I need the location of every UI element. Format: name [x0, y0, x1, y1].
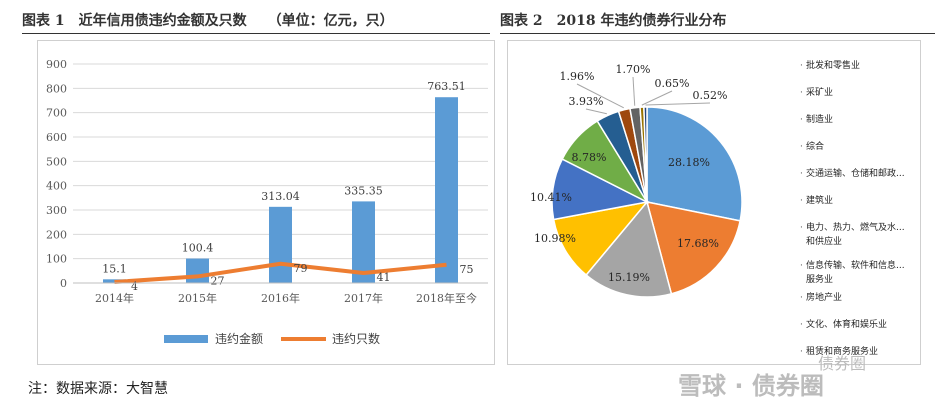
y-tick-label: 400 [46, 180, 67, 193]
bar [186, 258, 209, 283]
legend-bullet: · [800, 115, 803, 125]
legend-bullet: · [800, 347, 803, 357]
legend-label: 租赁和商务服务业 [806, 345, 878, 357]
bar-data-label: 15.1 [102, 262, 127, 275]
slice-data-label: 10.98% [534, 232, 576, 245]
y-tick-label: 700 [46, 107, 67, 120]
bar-data-label: 335.35 [344, 184, 383, 197]
legend-bullet: · [800, 169, 803, 179]
bar-line-chart: 0 100 200 300 400 500 600 700 800 900 15.1 2014年 100… [46, 58, 488, 346]
line-data-label: 79 [294, 262, 308, 275]
left-chart-caption: 图表 1 近年信用债违约金额及只数 （单位：亿元，只） [22, 13, 394, 29]
bar [352, 201, 375, 283]
legend-label: 违约金额 [215, 331, 263, 346]
legend-label: 交通运输、仓储和邮政... [806, 167, 905, 179]
legend-label: 综合 [806, 140, 824, 152]
legend-label: 文化、体育和娱乐业 [806, 318, 887, 330]
pie-slice [552, 200, 649, 277]
line-data-label: 41 [377, 271, 391, 284]
leader-line [645, 102, 711, 106]
left-caption-rule [22, 33, 490, 34]
leader-line [576, 83, 624, 109]
leader-line [641, 90, 673, 106]
line-data-label: 75 [460, 263, 474, 276]
watermark-top: 债券圈 [818, 354, 867, 373]
legend-label: 制造业 [806, 113, 833, 125]
legend-label: 服务业 [806, 273, 833, 285]
x-tick-label: 2016年 [261, 291, 300, 305]
slice-data-label: 0.65% [655, 77, 690, 90]
line-data-label: 27 [211, 274, 225, 287]
x-tick-label: 2018年至今 [416, 291, 477, 305]
y-tick-label: 600 [46, 131, 67, 144]
slice-data-label: 1.70% [616, 63, 651, 76]
x-tick-label: 2015年 [178, 291, 217, 305]
legend-swatch [164, 335, 208, 343]
bar-data-label: 100.4 [182, 242, 214, 255]
slice-data-label: 1.96% [560, 70, 595, 83]
pie-chart-panel: 28.18% 17.68% 15.19% 10.98% 10.41% 8.78% 3.93%… [507, 40, 921, 365]
legend-label: 信息传输、软件和信息... [806, 259, 905, 271]
legend-bullet: · [800, 88, 803, 98]
pie-slice [585, 200, 673, 298]
legend-bullet: · [800, 61, 803, 71]
legend-label: 建筑业 [806, 194, 833, 206]
leader-line [585, 108, 607, 115]
bar [269, 206, 292, 283]
slice-data-label: 10.41% [530, 191, 572, 204]
y-tick-label: 100 [46, 253, 67, 266]
source-footnote: 注：数据来源：大智慧 [28, 381, 168, 397]
legend-bullet: · [800, 320, 803, 330]
series-line [114, 261, 447, 285]
y-tick-label: 0 [60, 277, 67, 290]
slice-data-label: 17.68% [677, 237, 719, 250]
slice-data-label: 28.18% [668, 156, 710, 169]
x-tick-label: 2014年 [95, 291, 134, 305]
watermark-bottom: 雪球 · 债券圈 [678, 372, 824, 400]
bar-chart-panel: 0 100 200 300 400 500 600 700 800 900 15.1 2014年 100… [37, 40, 495, 365]
bar [435, 97, 458, 283]
legend-label: 批发和零售业 [806, 59, 860, 71]
y-tick-label: 900 [46, 58, 67, 71]
y-tick-label: 200 [46, 228, 67, 241]
legend-label: 电力、热力、燃气及水... [806, 221, 905, 233]
legend-bullet: · [800, 223, 803, 233]
x-tick-label: 2017年 [344, 291, 383, 305]
pie-slice [643, 106, 648, 203]
y-tick-label: 500 [46, 155, 67, 168]
right-caption-rule [500, 33, 935, 34]
line-data-label: 4 [131, 280, 138, 293]
leader-line [632, 76, 636, 106]
pie-slice [646, 106, 743, 222]
slice-data-label: 3.93% [569, 95, 604, 108]
legend-label: 采矿业 [806, 86, 833, 98]
legend-bullet: · [800, 142, 803, 152]
pie-slice [645, 201, 741, 295]
slice-data-label: 0.52% [693, 89, 728, 102]
y-tick-label: 800 [46, 82, 67, 95]
legend-label: 和供应业 [806, 235, 842, 247]
legend-bullet: · [800, 261, 803, 271]
legend-bullet: · [800, 293, 803, 303]
bar-data-label: 313.04 [261, 190, 300, 203]
slice-data-label: 15.19% [608, 271, 650, 284]
right-chart-caption: 图表 2 2018 年违约债券行业分布 [500, 13, 727, 29]
legend-label: 违约只数 [332, 331, 380, 346]
legend-bullet: · [800, 196, 803, 206]
legend-label: 房地产业 [806, 291, 842, 303]
industry-pie-chart: 28.18% 17.68% 15.19% 10.98% 10.41% 8.78% 3.93%… [530, 59, 905, 357]
y-tick-label: 300 [46, 204, 67, 217]
bar-data-label: 763.51 [427, 80, 466, 93]
slice-data-label: 8.78% [572, 151, 607, 164]
